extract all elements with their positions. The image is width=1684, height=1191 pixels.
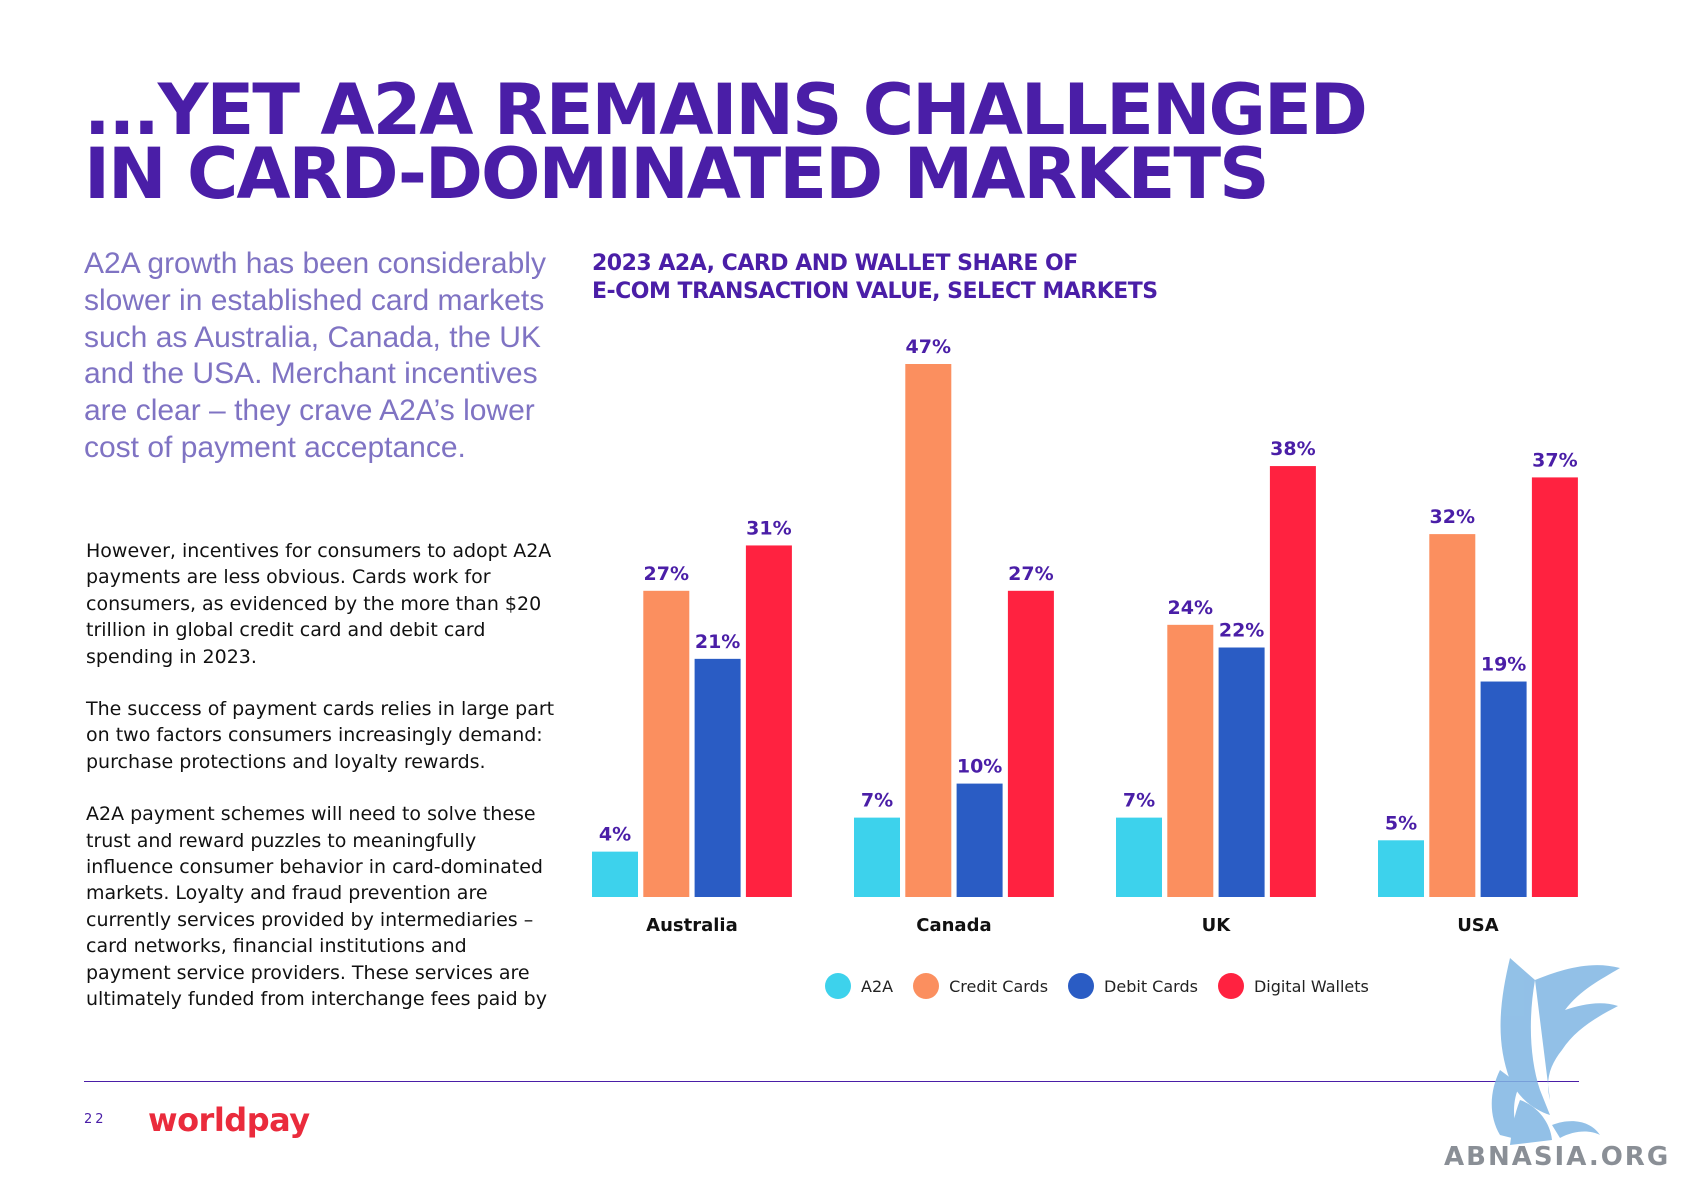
bar-usa-a2a: [1378, 840, 1424, 897]
data-label-australia-a2a: 4%: [599, 824, 631, 846]
bar-uk-debit-cards: [1218, 647, 1265, 897]
legend-item-digital-wallets: Digital Wallets: [1217, 973, 1369, 999]
bar-usa-credit-cards: [1429, 534, 1476, 897]
legend-swatch-credit-cards: [913, 973, 940, 999]
body-paragraph-1: However, incentives for consumers to ado…: [86, 540, 552, 668]
data-label-australia-debit-cards: 21%: [695, 631, 740, 653]
legend-swatch-debit-cards: [1068, 973, 1095, 999]
worldpay-logo: worldpay: [148, 1101, 310, 1139]
bar-uk-digital-wallets: [1269, 466, 1316, 897]
data-label-canada-debit-cards: 10%: [957, 756, 1002, 778]
data-label-canada-a2a: 7%: [861, 790, 893, 812]
bar-chart: 4% 27% 21% 31% Australia 7% 47% 10% 27% Canada 7% 2…: [592, 336, 1578, 936]
bar-canada-debit-cards: [956, 783, 1003, 897]
page-number: 22: [84, 1112, 107, 1127]
chart-title: 2023 A2A, CARD AND WALLET SHARE OF E-COM…: [592, 250, 1158, 306]
data-label-uk-a2a: 7%: [1123, 790, 1155, 812]
data-label-uk-digital-wallets: 38%: [1270, 438, 1315, 460]
data-label-uk-credit-cards: 24%: [1168, 597, 1213, 619]
category-label-australia: Australia: [646, 915, 738, 936]
headline-line-2: IN CARD-DOMINATED MARKETS: [84, 133, 1270, 215]
legend-swatch-a2a: [825, 973, 851, 999]
legend-label-credit-cards: Credit Cards: [949, 976, 1049, 996]
chart-title-line-1: 2023 A2A, CARD AND WALLET SHARE OF: [592, 251, 1078, 276]
chart-legend: A2A Credit Cards Debit Cards Digital Wal…: [825, 973, 1369, 999]
data-label-usa-a2a: 5%: [1385, 812, 1417, 834]
legend-label-debit-cards: Debit Cards: [1104, 976, 1198, 996]
legend-item-a2a: A2A: [825, 973, 893, 999]
legend-item-debit-cards: Debit Cards: [1068, 973, 1198, 999]
body-paragraph-2: The success of payment cards relies in l…: [86, 698, 555, 773]
bar-usa-debit-cards: [1480, 681, 1527, 897]
data-label-canada-digital-wallets: 27%: [1008, 563, 1053, 585]
bar-australia-credit-cards: [643, 590, 690, 897]
legend-label-a2a: A2A: [861, 976, 894, 996]
watermark: ABNASIA.ORG: [1444, 958, 1670, 1172]
bar-usa-digital-wallets: [1531, 477, 1578, 897]
body-copy: However, incentives for consumers to ado…: [86, 538, 556, 1039]
data-label-canada-credit-cards: 47%: [906, 336, 951, 358]
bar-uk-credit-cards: [1167, 624, 1214, 897]
category-label-canada: Canada: [916, 915, 991, 936]
headline-line-1: ...YET A2A REMAINS CHALLENGED: [84, 69, 1368, 151]
lead-paragraph: A2A growth has been considerably slower …: [84, 247, 546, 464]
data-label-usa-digital-wallets: 37%: [1532, 449, 1577, 471]
page-headline: ...YET A2A REMAINS CHALLENGED IN CARD-DO…: [84, 69, 1368, 215]
data-label-usa-debit-cards: 19%: [1481, 654, 1526, 676]
bar-canada-a2a: [854, 817, 900, 897]
body-paragraph-3: A2A payment schemes will need to solve t…: [86, 803, 547, 1011]
footer-divider: [84, 1081, 1579, 1082]
griffin-icon: [1491, 958, 1620, 1145]
bar-canada-digital-wallets: [1007, 590, 1054, 897]
data-label-australia-digital-wallets: 31%: [746, 517, 791, 539]
bar-australia-debit-cards: [694, 658, 741, 897]
data-label-australia-credit-cards: 27%: [644, 563, 689, 585]
watermark-text: ABNASIA.ORG: [1444, 1142, 1670, 1172]
chart-title-line-2: E-COM TRANSACTION VALUE, SELECT MARKETS: [592, 279, 1158, 304]
data-label-usa-credit-cards: 32%: [1430, 506, 1475, 528]
category-label-usa: USA: [1457, 915, 1499, 936]
legend-swatch-digital-wallets: [1217, 973, 1244, 999]
data-label-uk-debit-cards: 22%: [1219, 620, 1264, 642]
bar-canada-credit-cards: [905, 364, 952, 897]
bar-australia-a2a: [592, 851, 638, 897]
bar-australia-digital-wallets: [745, 545, 792, 897]
legend-item-credit-cards: Credit Cards: [913, 973, 1048, 999]
legend-label-digital-wallets: Digital Wallets: [1253, 976, 1369, 996]
category-label-uk: UK: [1202, 915, 1232, 936]
bar-uk-a2a: [1116, 817, 1162, 897]
